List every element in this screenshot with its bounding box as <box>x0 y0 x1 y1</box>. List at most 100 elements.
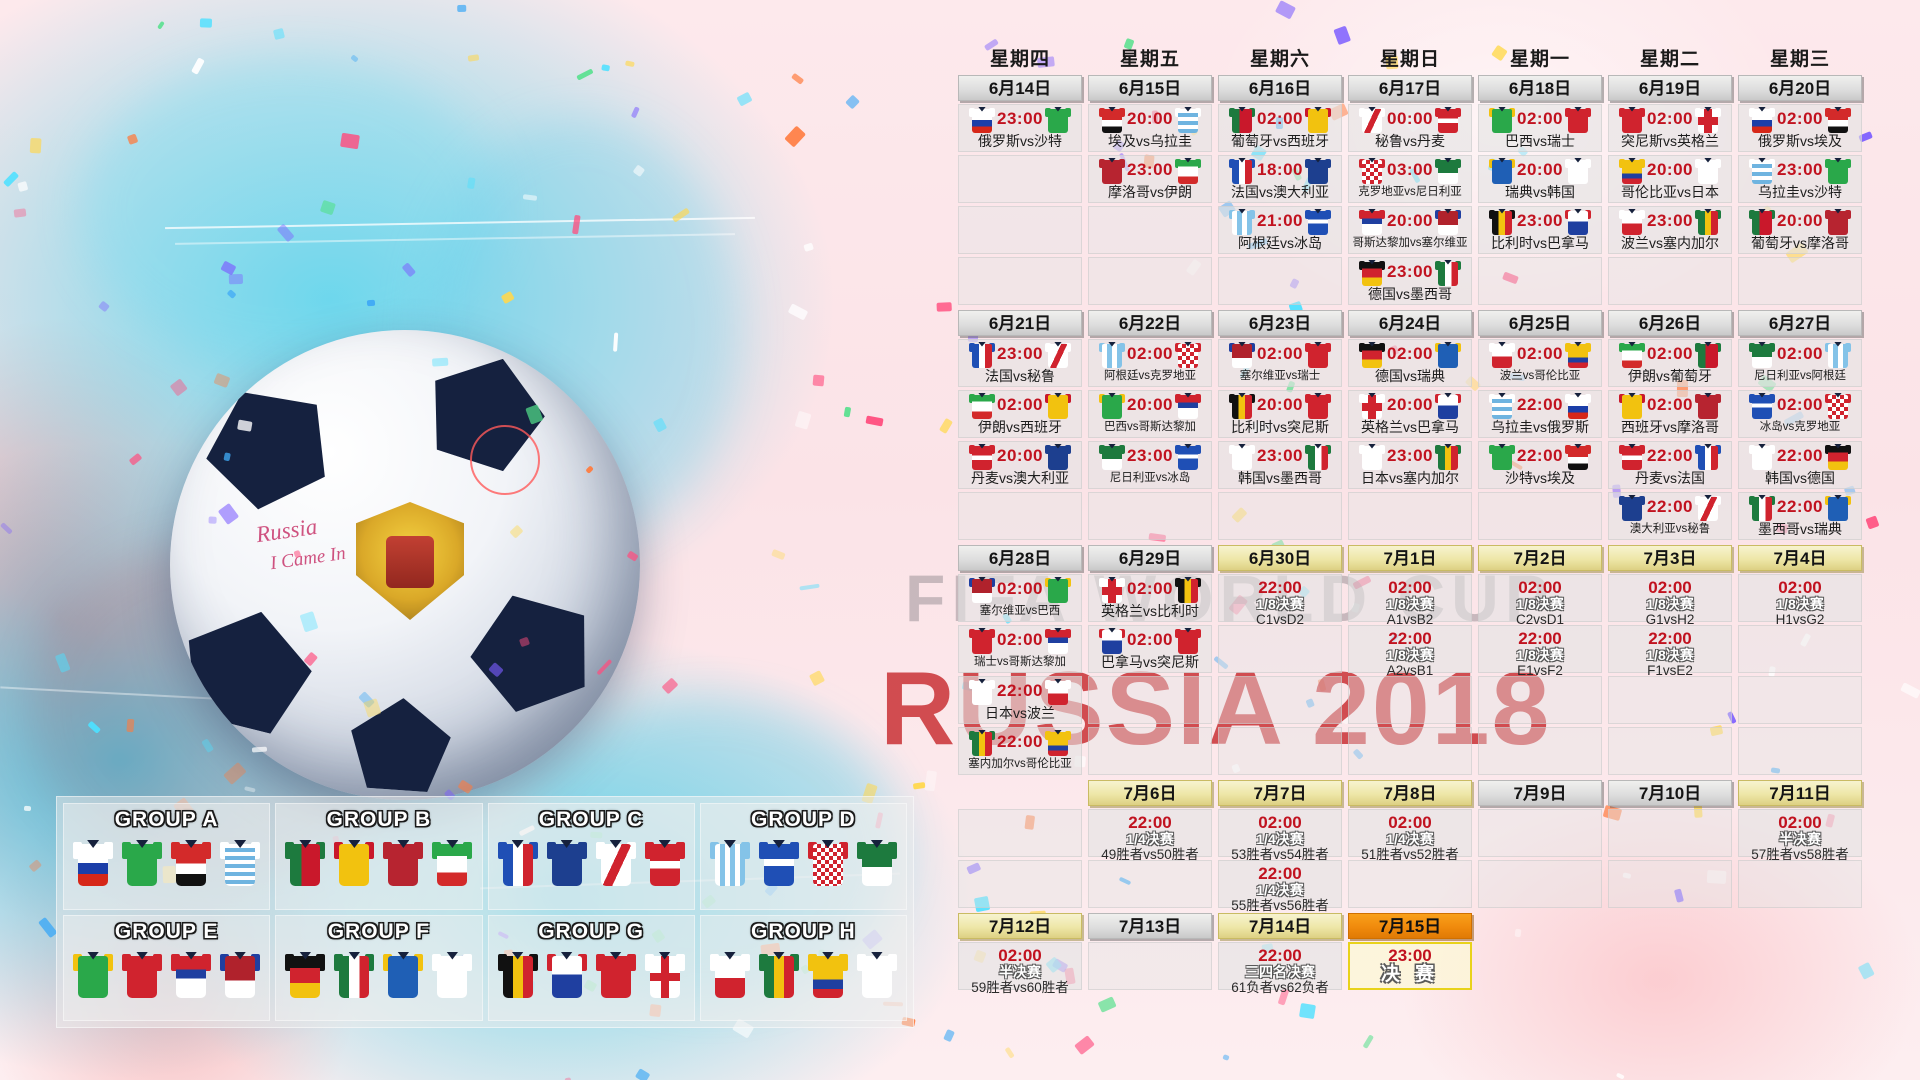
group-match-cell[interactable]: 02:00 尼日利亚vs阿根廷 <box>1738 339 1862 387</box>
date-header-7月11日[interactable]: 7月11日 <box>1738 780 1862 806</box>
knockout-match-cell[interactable]: 02:00 半决赛 59胜者vs60胜者 <box>958 942 1082 995</box>
group-match-cell[interactable]: 03:00 克罗地亚vs尼日利亚 <box>1348 155 1472 203</box>
group-match-cell[interactable]: 23:00 尼日利亚vs冰岛 <box>1088 441 1212 489</box>
group-match-cell[interactable]: 20:00 埃及vs乌拉圭 <box>1088 104 1212 152</box>
knockout-match-cell[interactable]: 02:00 1/8决赛 A1vsB2 <box>1348 574 1472 627</box>
date-header-6月24日[interactable]: 6月24日 <box>1348 310 1472 336</box>
group-match-cell[interactable]: 21:00 阿根廷vs冰岛 <box>1218 206 1342 254</box>
date-header-7月1日[interactable]: 7月1日 <box>1348 545 1472 571</box>
date-header-6月22日[interactable]: 6月22日 <box>1088 310 1212 336</box>
knockout-match-cell[interactable]: 02:00 1/8决赛 H1vsG2 <box>1738 574 1862 627</box>
knockout-match-cell[interactable]: 02:00 半决赛 57胜者vs58胜者 <box>1738 809 1862 862</box>
group-match-cell[interactable]: 23:00 乌拉圭vs沙特 <box>1738 155 1862 203</box>
knockout-match-cell[interactable]: 02:00 1/8决赛 G1vsH2 <box>1608 574 1732 627</box>
knockout-match-cell[interactable]: 22:00 1/4决赛 55胜者vs56胜者 <box>1218 860 1342 913</box>
date-header-7月10日[interactable]: 7月10日 <box>1608 780 1732 806</box>
group-match-cell[interactable]: 23:00 波兰vs塞内加尔 <box>1608 206 1732 254</box>
group-match-cell[interactable]: 20:00 丹麦vs澳大利亚 <box>958 441 1082 489</box>
group-match-cell[interactable]: 00:00 秘鲁vs丹麦 <box>1348 104 1472 152</box>
date-header-6月30日[interactable]: 6月30日 <box>1218 545 1342 571</box>
date-header-6月19日[interactable]: 6月19日 <box>1608 75 1732 101</box>
group-match-cell[interactable]: 02:00 葡萄牙vs西班牙 <box>1218 104 1342 152</box>
date-header-7月9日[interactable]: 7月9日 <box>1478 780 1602 806</box>
group-match-cell[interactable]: 20:00 哥斯达黎加vs塞尔维亚 <box>1348 206 1472 254</box>
group-match-cell[interactable]: 20:00 巴西vs哥斯达黎加 <box>1088 390 1212 438</box>
group-match-cell[interactable]: 20:00 哥伦比亚vs日本 <box>1608 155 1732 203</box>
date-header-6月26日[interactable]: 6月26日 <box>1608 310 1732 336</box>
date-header-7月2日[interactable]: 7月2日 <box>1478 545 1602 571</box>
group-box-h[interactable]: GROUP H <box>699 914 907 1021</box>
group-box-f[interactable]: GROUP F <box>275 914 483 1021</box>
group-match-cell[interactable]: 20:00 瑞典vs韩国 <box>1478 155 1602 203</box>
group-match-cell[interactable]: 18:00 法国vs澳大利亚 <box>1218 155 1342 203</box>
date-header-6月23日[interactable]: 6月23日 <box>1218 310 1342 336</box>
date-header-7月3日[interactable]: 7月3日 <box>1608 545 1732 571</box>
group-match-cell[interactable]: 22:00 塞内加尔vs哥伦比亚 <box>958 727 1082 775</box>
group-match-cell[interactable]: 02:00 冰岛vs克罗地亚 <box>1738 390 1862 438</box>
group-match-cell[interactable]: 22:00 韩国vs德国 <box>1738 441 1862 489</box>
group-match-cell[interactable]: 02:00 巴拿马vs突尼斯 <box>1088 625 1212 673</box>
date-header-6月17日[interactable]: 6月17日 <box>1348 75 1472 101</box>
date-header-6月16日[interactable]: 6月16日 <box>1218 75 1342 101</box>
group-match-cell[interactable]: 02:00 塞尔维亚vs瑞士 <box>1218 339 1342 387</box>
group-match-cell[interactable]: 23:00 摩洛哥vs伊朗 <box>1088 155 1212 203</box>
knockout-match-cell[interactable]: 22:00 1/4决赛 49胜者vs50胜者 <box>1088 809 1212 862</box>
group-match-cell[interactable]: 02:00 英格兰vs比利时 <box>1088 574 1212 622</box>
date-header-6月27日[interactable]: 6月27日 <box>1738 310 1862 336</box>
knockout-match-cell[interactable]: 02:00 1/8决赛 C2vsD1 <box>1478 574 1602 627</box>
knockout-match-cell[interactable]: 22:00 三四名决赛 61负者vs62负者 <box>1218 942 1342 995</box>
date-header-6月29日[interactable]: 6月29日 <box>1088 545 1212 571</box>
group-match-cell[interactable]: 22:00 日本vs波兰 <box>958 676 1082 724</box>
date-header-7月6日[interactable]: 7月6日 <box>1088 780 1212 806</box>
date-header-6月14日[interactable]: 6月14日 <box>958 75 1082 101</box>
group-match-cell[interactable]: 02:00 西班牙vs摩洛哥 <box>1608 390 1732 438</box>
date-header-7月4日[interactable]: 7月4日 <box>1738 545 1862 571</box>
date-header-6月25日[interactable]: 6月25日 <box>1478 310 1602 336</box>
group-match-cell[interactable]: 22:00 沙特vs埃及 <box>1478 441 1602 489</box>
group-match-cell[interactable]: 02:00 伊朗vs西班牙 <box>958 390 1082 438</box>
date-header-7月14日[interactable]: 7月14日 <box>1218 913 1342 939</box>
group-box-g[interactable]: GROUP G <box>487 914 695 1021</box>
group-match-cell[interactable]: 02:00 俄罗斯vs埃及 <box>1738 104 1862 152</box>
group-match-cell[interactable]: 02:00 伊朗vs葡萄牙 <box>1608 339 1732 387</box>
group-match-cell[interactable]: 20:00 英格兰vs巴拿马 <box>1348 390 1472 438</box>
date-header-6月18日[interactable]: 6月18日 <box>1478 75 1602 101</box>
group-match-cell[interactable]: 02:00 阿根廷vs克罗地亚 <box>1088 339 1212 387</box>
group-match-cell[interactable]: 23:00 法国vs秘鲁 <box>958 339 1082 387</box>
group-match-cell[interactable]: 02:00 突尼斯vs英格兰 <box>1608 104 1732 152</box>
group-match-cell[interactable]: 02:00 巴西vs瑞士 <box>1478 104 1602 152</box>
group-match-cell[interactable]: 23:00 比利时vs巴拿马 <box>1478 206 1602 254</box>
group-match-cell[interactable]: 20:00 葡萄牙vs摩洛哥 <box>1738 206 1862 254</box>
knockout-match-cell[interactable]: 22:00 1/8决赛 E1vsF2 <box>1478 625 1602 678</box>
group-box-a[interactable]: GROUP A <box>63 803 271 910</box>
date-header-7月13日[interactable]: 7月13日 <box>1088 913 1212 939</box>
group-match-cell[interactable]: 02:00 塞尔维亚vs巴西 <box>958 574 1082 622</box>
group-match-cell[interactable]: 22:00 澳大利亚vs秘鲁 <box>1608 492 1732 540</box>
date-header-6月21日[interactable]: 6月21日 <box>958 310 1082 336</box>
group-match-cell[interactable]: 23:00 德国vs墨西哥 <box>1348 257 1472 305</box>
knockout-match-cell[interactable]: 22:00 1/8决赛 C1vsD2 <box>1218 574 1342 627</box>
knockout-match-cell[interactable]: 02:00 1/4决赛 53胜者vs54胜者 <box>1218 809 1342 862</box>
group-match-cell[interactable]: 23:00 俄罗斯vs沙特 <box>958 104 1082 152</box>
group-box-d[interactable]: GROUP D <box>699 803 907 910</box>
date-header-7月12日[interactable]: 7月12日 <box>958 913 1082 939</box>
date-header-7月7日[interactable]: 7月7日 <box>1218 780 1342 806</box>
group-match-cell[interactable]: 02:00 波兰vs哥伦比亚 <box>1478 339 1602 387</box>
knockout-match-cell[interactable]: 22:00 1/8决赛 A2vsB1 <box>1348 625 1472 678</box>
group-match-cell[interactable]: 02:00 德国vs瑞典 <box>1348 339 1472 387</box>
date-header-7月15日[interactable]: 7月15日 <box>1348 913 1472 939</box>
group-match-cell[interactable]: 20:00 比利时vs突尼斯 <box>1218 390 1342 438</box>
final-match-cell[interactable]: 23:00 决 赛 <box>1348 942 1472 990</box>
group-match-cell[interactable]: 22:00 墨西哥vs瑞典 <box>1738 492 1862 540</box>
group-box-e[interactable]: GROUP E <box>63 914 271 1021</box>
group-match-cell[interactable]: 22:00 丹麦vs法国 <box>1608 441 1732 489</box>
group-match-cell[interactable]: 02:00 瑞士vs哥斯达黎加 <box>958 625 1082 673</box>
date-header-6月28日[interactable]: 6月28日 <box>958 545 1082 571</box>
date-header-6月15日[interactable]: 6月15日 <box>1088 75 1212 101</box>
group-box-b[interactable]: GROUP B <box>275 803 483 910</box>
group-match-cell[interactable]: 23:00 日本vs塞内加尔 <box>1348 441 1472 489</box>
group-box-c[interactable]: GROUP C <box>487 803 695 910</box>
group-match-cell[interactable]: 23:00 韩国vs墨西哥 <box>1218 441 1342 489</box>
group-match-cell[interactable]: 22:00 乌拉圭vs俄罗斯 <box>1478 390 1602 438</box>
knockout-match-cell[interactable]: 22:00 1/8决赛 F1vsE2 <box>1608 625 1732 678</box>
